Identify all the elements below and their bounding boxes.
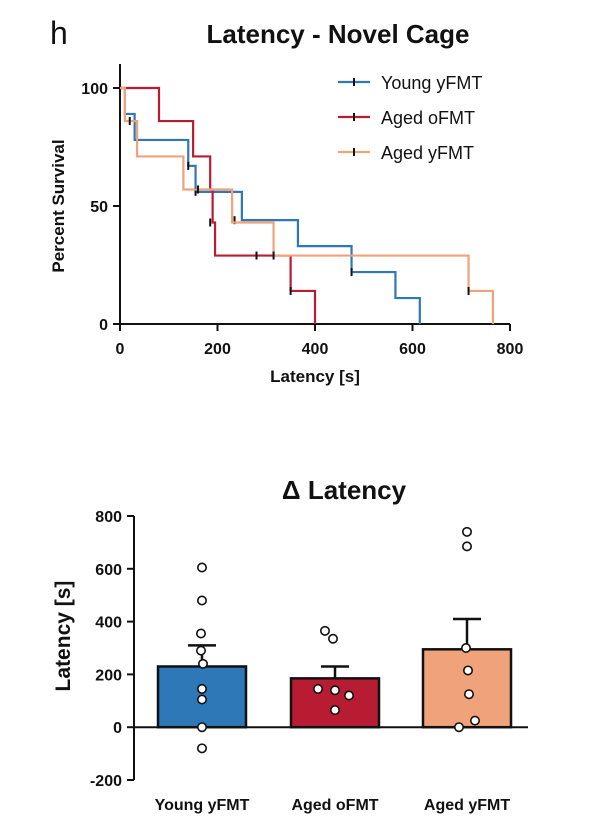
data-point [453, 722, 464, 733]
data-point [197, 694, 208, 705]
data-point [319, 625, 330, 636]
data-point [461, 526, 472, 537]
data-point [197, 562, 208, 573]
data-point [196, 645, 207, 656]
survival-legend: Young yFMT Aged oFMT Aged yFMT [338, 73, 482, 163]
survival-x-tick-label: 200 [204, 341, 231, 358]
delta-latency-category-label: Aged yFMT [424, 797, 510, 814]
data-point [343, 690, 354, 701]
survival-x-axis-label: Latency [s] [270, 367, 360, 386]
data-point [327, 633, 338, 644]
data-point [329, 685, 340, 696]
data-point [460, 642, 471, 653]
delta-latency-category-label: Aged oFMT [291, 797, 378, 814]
survival-y-tick-label: 0 [99, 317, 108, 334]
survival-y-tick-label: 50 [90, 199, 108, 216]
survival-chart-title: Latency - Novel Cage [207, 19, 470, 49]
legend-label: Aged yFMT [381, 143, 474, 163]
data-point [462, 665, 473, 676]
survival-x-tick-label: 400 [302, 341, 329, 358]
delta-latency-y-tick-label: 200 [95, 667, 122, 684]
survival-x-tick-label: 800 [497, 341, 524, 358]
data-point [196, 628, 207, 639]
survival-axes: 0 50 100 0 200 400 600 800 [81, 64, 523, 358]
survival-line [120, 86, 317, 324]
legend-label: Aged oFMT [381, 108, 475, 128]
survival-series [120, 86, 495, 324]
bar [289, 677, 381, 729]
data-point [463, 689, 474, 700]
data-point [312, 683, 323, 694]
data-point [197, 683, 208, 694]
panel-letter: h [50, 15, 68, 51]
survival-y-axis-label: Percent Survival [49, 139, 68, 272]
survival-chart: Latency - Novel Cage 0 50 100 0 200 400 600 800… [49, 19, 523, 386]
data-point [198, 658, 209, 669]
bar [421, 648, 513, 729]
data-point [197, 743, 208, 754]
data-point [197, 722, 208, 733]
data-point [329, 705, 340, 716]
data-point [469, 715, 480, 726]
delta-latency-y-tick-label: 0 [113, 720, 122, 737]
delta-latency-y-tick-label: 800 [95, 509, 122, 526]
data-point [461, 541, 472, 552]
data-point [197, 595, 208, 606]
delta-latency-category-label: Young yFMT [155, 797, 250, 814]
delta-latency-title: Δ Latency [282, 475, 407, 505]
delta-latency-chart: Δ Latency -200 0 200 400 600 800 Young yFMT Ag… [52, 475, 528, 814]
survival-x-tick-label: 0 [116, 341, 125, 358]
delta-latency-y-axis-label: Latency [s] [52, 581, 75, 692]
delta-latency-y-tick-label: 400 [95, 615, 122, 632]
survival-y-tick-label: 100 [81, 81, 108, 98]
delta-latency-y-tick-label: -200 [90, 773, 122, 790]
legend-label: Young yFMT [381, 73, 482, 93]
delta-latency-y-tick-label: 600 [95, 562, 122, 579]
delta-latency-bars: Young yFMT Aged oFMT Aged yFMT [155, 526, 513, 814]
survival-line [120, 86, 421, 324]
survival-x-tick-label: 600 [399, 341, 426, 358]
